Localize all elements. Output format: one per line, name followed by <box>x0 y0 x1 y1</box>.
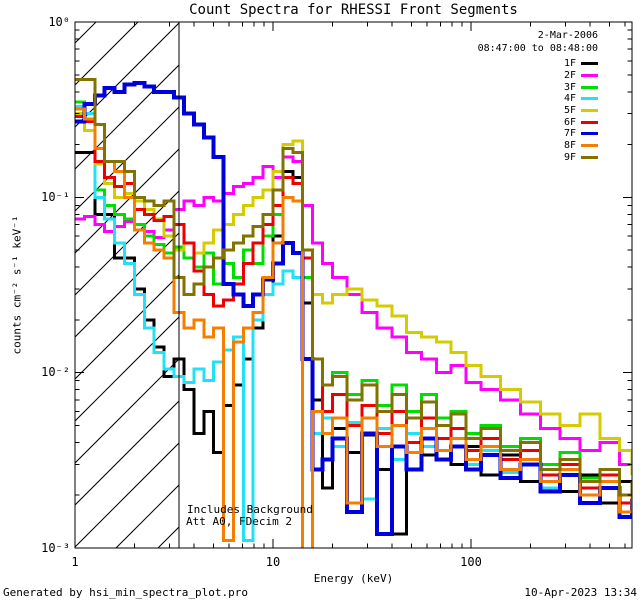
legend-swatch-1F <box>581 62 598 66</box>
legend-item-5F: 5F <box>564 105 598 117</box>
legend-label-5F: 5F <box>563 105 576 117</box>
y-tick-label-1e0: 10⁰ <box>48 15 70 29</box>
axes-frame <box>74 21 633 549</box>
series-1F <box>75 151 632 536</box>
legend-item-8F: 8F <box>564 140 598 152</box>
y-axis-label: counts cm⁻² s⁻¹ keV⁻¹ <box>10 215 24 355</box>
legend-label-7F: 7F <box>563 128 576 140</box>
legend-swatch-2F <box>581 74 598 78</box>
legend-item-6F: 6F <box>564 116 598 128</box>
legend-label-9F: 9F <box>563 151 576 163</box>
chart-title: Count Spectra for RHESSI Front Segments <box>189 2 518 18</box>
series-3F <box>75 100 632 497</box>
annotation-includes-background: Includes Background <box>187 503 313 516</box>
legend-swatch-7F <box>581 132 598 136</box>
series-8F <box>75 107 632 548</box>
spectra-curves <box>75 78 632 548</box>
observation-date: 2-Mar-2006 <box>537 30 598 41</box>
legend-item-4F: 4F <box>564 93 598 105</box>
x-tick-label-1: 1 <box>71 555 79 569</box>
legend-item-2F: 2F <box>564 70 598 82</box>
hatch-region <box>75 22 179 548</box>
annotation-attenuator-decimation: Att A0, FDecim 2 <box>186 515 292 528</box>
legend-label-4F: 4F <box>563 93 576 105</box>
legend-swatch-5F <box>581 109 598 113</box>
series-6F <box>75 114 632 505</box>
legend-item-3F: 3F <box>564 81 598 93</box>
x-tick-label-10: 10 <box>265 555 281 569</box>
legend-swatch-3F <box>581 85 598 89</box>
legend-label-1F: 1F <box>563 58 576 70</box>
y-tick-label-1e-3: 10⁻³ <box>41 541 70 555</box>
series-2F <box>75 155 632 466</box>
legend-item-7F: 7F <box>564 128 598 140</box>
series-7F <box>75 80 632 537</box>
x-axis-label: Energy (keV) <box>313 572 394 585</box>
legend-item-9F: 9F <box>564 152 598 164</box>
legend-swatch-6F <box>581 120 598 124</box>
legend-swatch-9F <box>581 155 598 159</box>
observation-time-range: 08:47:00 to 08:48:00 <box>477 43 598 54</box>
legend-item-1F: 1F <box>564 58 598 70</box>
series-9F <box>75 78 632 497</box>
legend-swatch-4F <box>581 97 598 101</box>
generator-credit: Generated by hsi_min_spectra_plot.pro <box>3 586 249 599</box>
legend-label-6F: 6F <box>563 116 576 128</box>
legend-swatch-8F <box>581 144 598 148</box>
y-tick-label-1e-2: 10⁻² <box>41 365 70 379</box>
legend: 1F 2F 3F 4F 5F 6F 7F 8F 9F <box>564 58 598 163</box>
series-5F <box>75 112 632 476</box>
render-timestamp: 10-Apr-2023 13:34 <box>524 586 637 599</box>
y-tick-label-1e-1: 10⁻¹ <box>41 190 70 204</box>
legend-label-2F: 2F <box>563 70 576 82</box>
x-tick-label-100: 100 <box>460 555 482 569</box>
legend-label-8F: 8F <box>563 140 576 152</box>
legend-label-3F: 3F <box>563 81 576 93</box>
